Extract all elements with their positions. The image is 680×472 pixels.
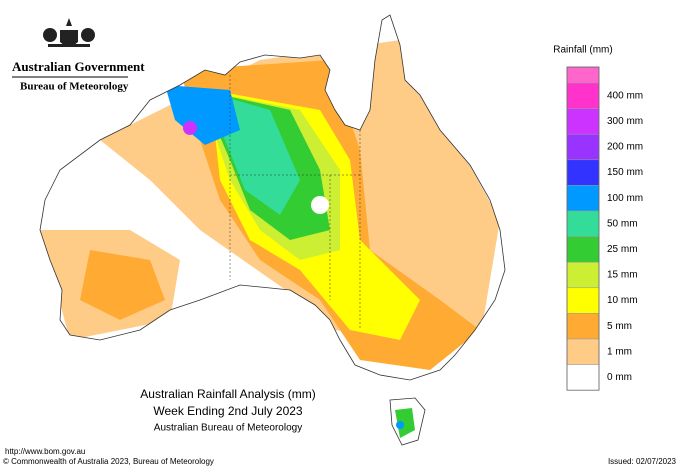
coastline <box>39 14 506 446</box>
footer-copyright: © Commonwealth of Australia 2023, Bureau… <box>3 457 214 466</box>
legend-swatch <box>566 133 600 161</box>
legend-swatch <box>566 185 600 212</box>
legend-title: Rainfall (mm) <box>553 45 612 56</box>
legend-swatch <box>566 287 600 314</box>
legend-swatch <box>566 66 600 84</box>
state-borders <box>229 75 361 330</box>
header-title: Australian Government <box>12 59 145 74</box>
coat-of-arms <box>43 18 95 47</box>
legend-frame <box>566 66 600 391</box>
legend-swatch <box>566 236 600 263</box>
footer-issued: Issued: 02/07/2023 <box>608 457 677 466</box>
legend-swatch <box>566 159 600 186</box>
legend-label: 25 mm <box>607 244 638 255</box>
legend-label: 15 mm <box>607 270 638 281</box>
legend-label: 0 mm <box>607 372 632 383</box>
legend-label: 5 mm <box>607 321 632 332</box>
map-title: Australian Rainfall Analysis (mm) <box>140 387 315 401</box>
legend-swatch <box>566 108 600 135</box>
legend-label: 300 mm <box>607 116 643 127</box>
legend-label: 100 mm <box>607 193 643 204</box>
map-source: Australian Bureau of Meteorology <box>154 423 302 434</box>
legend: 400 mm 300 mm 200 mm 150 mm 100 mm 50 mm 25 mm… <box>566 66 643 391</box>
legend-swatch <box>566 364 600 391</box>
legend-swatch <box>566 338 600 365</box>
legend-label: 200 mm <box>607 142 643 153</box>
legend-label: 10 mm <box>607 295 638 306</box>
legend-swatch <box>566 82 600 109</box>
footer-url: http://www.bom.gov.au <box>5 447 85 456</box>
legend-swatch <box>566 261 600 289</box>
legend-label: 1 mm <box>607 346 632 357</box>
legend-label: 400 mm <box>607 90 643 101</box>
header-subtitle: Bureau of Meteorology <box>20 81 129 93</box>
map-subtitle: Week Ending 2nd July 2023 <box>153 404 303 418</box>
legend-label: 50 mm <box>607 218 638 229</box>
legend-swatch <box>566 210 600 237</box>
legend-label: 150 mm <box>607 167 643 178</box>
legend-swatch <box>566 313 600 340</box>
